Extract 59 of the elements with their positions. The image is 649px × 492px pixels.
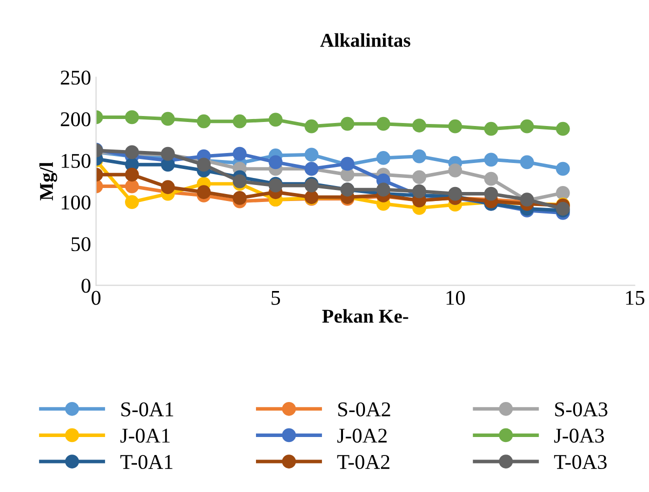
point [484, 152, 498, 167]
point [520, 155, 534, 170]
point [484, 122, 498, 136]
point [125, 195, 139, 210]
y-tick-label: 200 [60, 112, 90, 126]
y-tick-label: 50 [72, 237, 90, 252]
point [412, 118, 426, 132]
legend-label: J-0A1 [120, 428, 170, 443]
point [304, 148, 318, 162]
point [196, 114, 211, 128]
point [556, 186, 570, 200]
y-tick-label: 0 [82, 278, 90, 293]
legend-label: T-0A1 [120, 454, 172, 470]
point [160, 180, 175, 194]
legend-label: T-0A2 [337, 454, 390, 470]
point [556, 122, 570, 136]
legend-label: S-0A1 [121, 402, 174, 416]
point [448, 119, 462, 134]
point [160, 112, 175, 126]
point [448, 164, 462, 178]
point [376, 116, 390, 131]
point [340, 116, 354, 131]
y-tick-label: 150 [62, 154, 90, 168]
point [412, 184, 426, 198]
point [448, 186, 462, 201]
legend-label: S-0A2 [338, 402, 390, 416]
y-tick-label: 100 [62, 195, 90, 210]
y-axis-title: Mg/l [39, 162, 58, 200]
x-axis-title: Pekan Ke- [322, 309, 408, 323]
point [520, 119, 534, 134]
point [556, 162, 570, 176]
point [125, 179, 139, 194]
point [125, 168, 139, 182]
point [196, 185, 211, 200]
point [268, 155, 283, 170]
point [232, 146, 247, 161]
legend-label: S-0A3 [555, 402, 608, 416]
x-tick-label: 5 [272, 291, 280, 305]
point [304, 119, 318, 134]
point [484, 186, 498, 201]
point [412, 149, 426, 164]
point [196, 158, 211, 172]
point [376, 151, 390, 165]
x-tick-label: 10 [446, 290, 465, 305]
legend-label: J-0A2 [337, 428, 387, 443]
legend-label: J-0A3 [554, 428, 604, 443]
point [232, 114, 247, 128]
x-tick-label: 0 [92, 290, 100, 305]
point [232, 191, 247, 205]
point [232, 174, 247, 188]
point [268, 112, 283, 127]
point [412, 170, 426, 184]
chart-title: Alkalinitas [320, 33, 410, 47]
x-tick-label: 15 [626, 290, 644, 305]
y-tick-label: 250 [60, 70, 90, 85]
legend-label: T-0A3 [554, 454, 607, 470]
point [125, 110, 139, 124]
point [376, 182, 390, 197]
point [484, 172, 498, 186]
